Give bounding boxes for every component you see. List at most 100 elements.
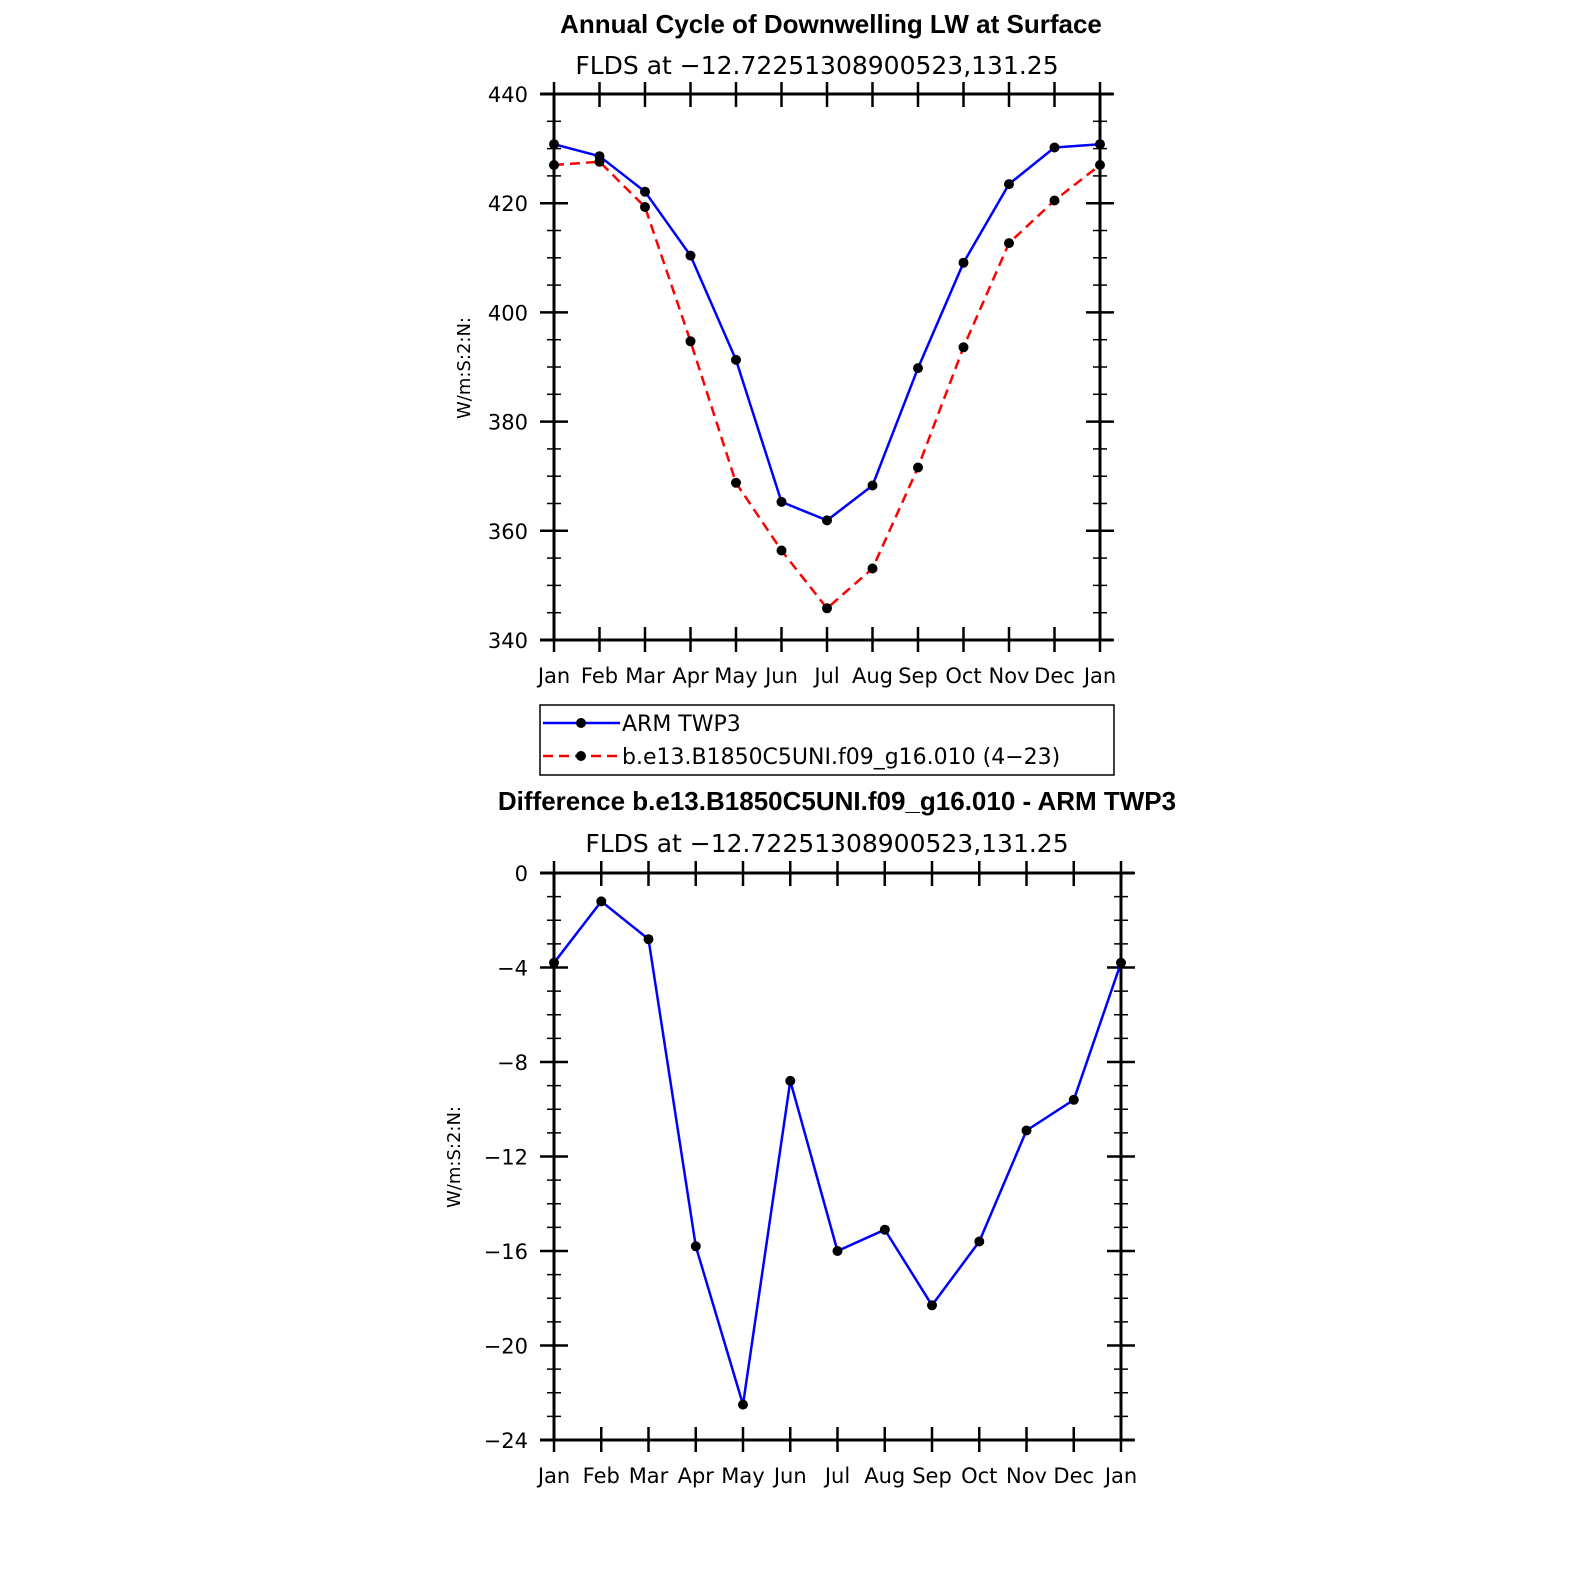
chart1-title: Annual Cycle of Downwelling LW at Surfac…	[560, 9, 1102, 39]
data-point-series-0	[958, 257, 969, 268]
x-tick-label: Jul	[823, 1464, 850, 1488]
chart2-y-axis-label: W/m:S:2:N:	[444, 1106, 465, 1208]
legend-label-model: b.e13.B1850C5UNI.f09_g16.010 (4−23)	[622, 745, 1060, 770]
y-tick-label: 0	[515, 862, 528, 886]
chart1-subtitle: FLDS at −12.72251308900523,131.25	[575, 51, 1058, 80]
difference-chart: Difference b.e13.B1850C5UNI.f09_g16.010 …	[444, 786, 1176, 1488]
data-point-series-0	[832, 1246, 843, 1256]
data-point-series-0	[867, 480, 878, 491]
chart2-x-tick-labels: Jan Feb Mar Apr May Jun Jul Aug Sep Oct Nov Dec Jan	[536, 1464, 1137, 1488]
chart2-series	[549, 896, 1126, 1410]
series-line-0	[553, 142, 1101, 522]
x-tick-label: Jan	[1082, 664, 1116, 688]
chart2-plot-frame	[552, 871, 1123, 1442]
y-tick-label: −16	[484, 1240, 528, 1264]
data-point-series-0	[927, 1300, 937, 1311]
y-tick-label: −20	[484, 1335, 528, 1359]
series-line-0	[553, 900, 1123, 1406]
legend: ARM TWP3 b.e13.B1850C5UNI.f09_g16.010 (4…	[539, 704, 1115, 776]
data-point-series-0	[738, 1399, 748, 1410]
chart2-ticks	[540, 861, 1135, 1452]
x-tick-label: Oct	[945, 664, 981, 688]
y-tick-label: 340	[488, 629, 528, 653]
x-tick-label: Aug	[852, 664, 893, 688]
data-point-series-1	[958, 342, 969, 353]
x-tick-label: Oct	[961, 1464, 997, 1488]
x-tick-label: Dec	[1034, 664, 1075, 688]
x-tick-label: Jun	[772, 1464, 807, 1488]
x-tick-label: Jan	[536, 1464, 570, 1488]
data-point-series-0	[974, 1236, 985, 1247]
x-tick-label: Sep	[912, 1464, 952, 1488]
x-tick-label: Mar	[625, 664, 665, 688]
data-point-series-1	[776, 545, 787, 556]
data-point-series-0	[690, 1241, 701, 1252]
x-tick-label: May	[721, 1464, 764, 1488]
y-tick-label: −12	[484, 1146, 528, 1170]
y-tick-label: 360	[488, 520, 528, 544]
data-point-series-0	[879, 1224, 890, 1235]
x-tick-label: May	[714, 664, 757, 688]
y-tick-label: −4	[497, 957, 528, 981]
chart1-series	[549, 139, 1105, 614]
data-point-series-0	[1049, 142, 1060, 153]
data-point-series-0	[785, 1075, 796, 1086]
data-point-series-1	[1004, 238, 1014, 249]
x-tick-label: Jan	[1103, 1464, 1137, 1488]
legend-label-arm: ARM TWP3	[622, 712, 741, 737]
chart1-x-tick-labels: Jan Feb Mar Apr May Jun Jul Aug Sep Oct Nov Dec Jan	[536, 664, 1116, 688]
data-point-series-0	[913, 363, 923, 374]
chart2-title: Difference b.e13.B1850C5UNI.f09_g16.010 …	[498, 786, 1176, 816]
y-tick-label: 440	[488, 83, 528, 107]
data-point-series-0	[1068, 1094, 1079, 1105]
data-point-series-1	[913, 462, 923, 473]
data-point-series-1	[731, 477, 741, 488]
chart2-y-tick-labels: −24 −20 −16 −12 −8 −4 0	[484, 862, 528, 1453]
data-point-series-0	[776, 496, 787, 507]
chart1-y-axis-label: W/m:S:2:N:	[454, 317, 475, 419]
data-point-series-1	[867, 563, 878, 574]
x-tick-label: Apr	[678, 1464, 715, 1488]
annual-cycle-chart: Annual Cycle of Downwelling LW at Surfac…	[454, 9, 1116, 688]
chart2-subtitle: FLDS at −12.72251308900523,131.25	[585, 829, 1068, 858]
data-point-series-1	[640, 202, 650, 212]
data-point-series-0	[685, 250, 696, 261]
y-tick-label: 420	[488, 192, 528, 216]
data-point-series-0	[596, 896, 607, 907]
data-point-series-0	[643, 934, 654, 945]
data-point-series-1	[594, 156, 605, 167]
data-point-series-0	[822, 515, 832, 526]
data-point-series-0	[731, 354, 741, 365]
legend-item-arm: ARM TWP3	[543, 712, 741, 737]
legend-marker-arm	[576, 718, 586, 728]
x-tick-label: Apr	[672, 664, 709, 688]
chart1-plot-frame	[552, 92, 1102, 642]
legend-marker-model	[576, 751, 586, 761]
y-tick-label: 400	[488, 301, 528, 325]
data-point-series-0	[1021, 1125, 1032, 1136]
y-tick-label: −24	[484, 1429, 528, 1453]
chart1-y-tick-labels: 340 360 380 400 420 440	[488, 83, 528, 653]
x-tick-label: Sep	[898, 664, 938, 688]
y-tick-label: 380	[488, 411, 528, 435]
data-point-series-1	[1049, 195, 1060, 206]
data-point-series-0	[640, 186, 650, 197]
x-tick-label: Nov	[989, 664, 1030, 688]
data-point-series-0	[1004, 179, 1014, 190]
x-tick-label: Feb	[583, 1464, 620, 1488]
y-tick-label: −8	[497, 1051, 528, 1075]
legend-item-model: b.e13.B1850C5UNI.f09_g16.010 (4−23)	[543, 745, 1060, 770]
x-tick-label: Aug	[864, 1464, 905, 1488]
x-tick-label: Jun	[763, 664, 798, 688]
x-tick-label: Jan	[536, 664, 570, 688]
x-tick-label: Mar	[629, 1464, 669, 1488]
x-tick-label: Nov	[1006, 1464, 1047, 1488]
data-point-series-1	[822, 603, 832, 614]
x-tick-label: Feb	[581, 664, 618, 688]
x-tick-label: Jul	[812, 664, 839, 688]
x-tick-label: Dec	[1053, 1464, 1094, 1488]
legend-box	[539, 704, 1115, 776]
data-point-series-1	[685, 336, 696, 347]
series-line-1	[553, 160, 1101, 610]
